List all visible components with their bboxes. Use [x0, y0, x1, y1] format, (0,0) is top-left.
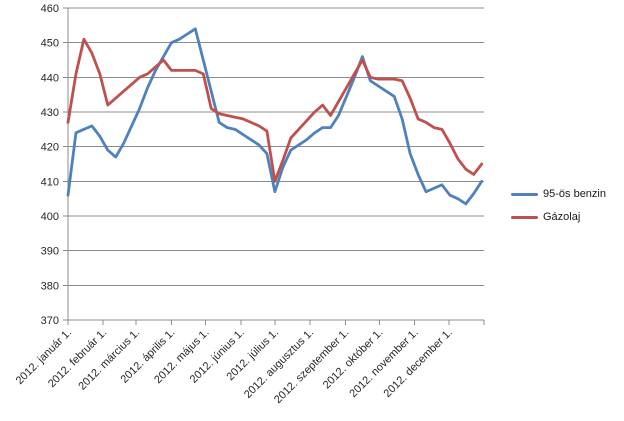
y-axis-tick-label: 430	[41, 107, 59, 119]
y-axis-tick-label: 390	[41, 246, 59, 258]
x-axis-tick-label: 2012. március 1.	[76, 327, 142, 393]
y-axis-tick-label: 420	[41, 142, 59, 154]
legend-item-benzin: 95-ös benzin	[511, 188, 606, 200]
y-axis-tick-label: 460	[41, 3, 59, 15]
y-axis-tick-label: 410	[41, 176, 59, 188]
legend-item-gazolaj: Gázolaj	[511, 211, 606, 223]
y-axis-tick-label: 440	[41, 72, 59, 84]
legend-label-gazolaj: Gázolaj	[543, 211, 581, 223]
y-axis-tick-label: 400	[41, 211, 59, 223]
y-axis-tick-label: 450	[41, 38, 59, 50]
y-axis-tick-label: 380	[41, 280, 59, 292]
legend-label-benzin: 95-ös benzin	[543, 188, 606, 200]
benzin-line-swatch-icon	[511, 192, 538, 196]
series-line-gazolaj	[66, 37, 484, 183]
series-line-benzin	[66, 27, 484, 206]
x-axis-tick-label: 2012. október 1.	[321, 327, 386, 392]
chart-legend: 95-ös benzin Gázolaj	[511, 188, 606, 223]
y-axis-tick-label: 370	[41, 315, 59, 327]
gazolaj-line-swatch-icon	[511, 215, 538, 219]
